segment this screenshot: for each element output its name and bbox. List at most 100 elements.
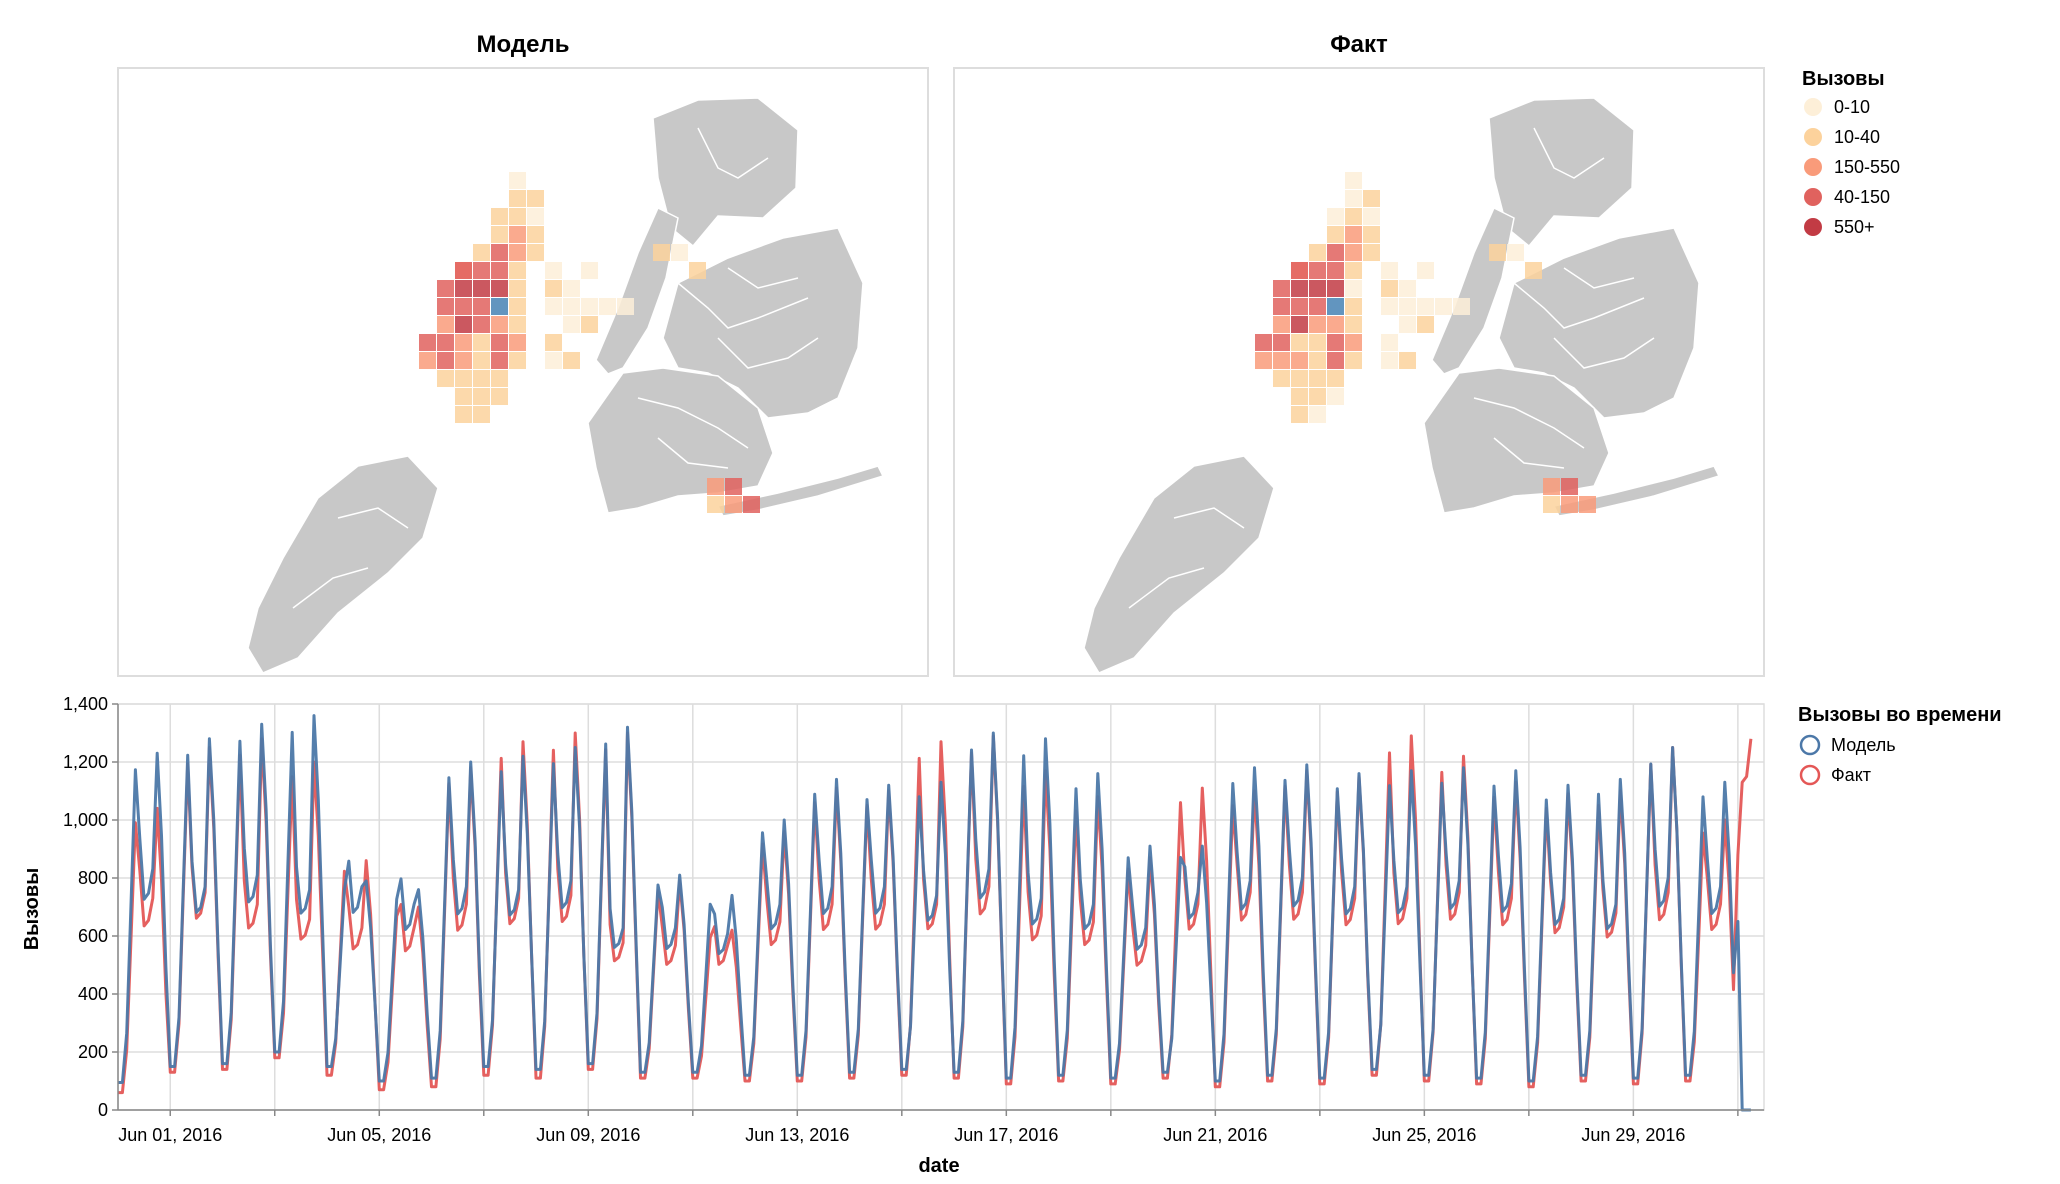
grid-cell[interactable] bbox=[617, 298, 634, 315]
grid-cell[interactable] bbox=[1543, 478, 1560, 495]
grid-cell[interactable] bbox=[491, 208, 508, 225]
grid-cell[interactable] bbox=[1309, 406, 1326, 423]
grid-cell[interactable] bbox=[509, 244, 526, 261]
grid-cell[interactable] bbox=[1417, 298, 1434, 315]
grid-cell[interactable] bbox=[1345, 208, 1362, 225]
grid-cell[interactable] bbox=[509, 352, 526, 369]
grid-cell[interactable] bbox=[473, 334, 490, 351]
grid-cell[interactable] bbox=[455, 370, 472, 387]
grid-cell[interactable] bbox=[545, 352, 562, 369]
grid-cell[interactable] bbox=[581, 262, 598, 279]
grid-cell[interactable] bbox=[509, 208, 526, 225]
grid-cell[interactable] bbox=[1345, 226, 1362, 243]
grid-cell[interactable] bbox=[563, 352, 580, 369]
grid-cell[interactable] bbox=[473, 370, 490, 387]
grid-cell[interactable] bbox=[455, 334, 472, 351]
grid-cell[interactable] bbox=[419, 334, 436, 351]
grid-cell[interactable] bbox=[1381, 262, 1398, 279]
grid-cell[interactable] bbox=[1579, 496, 1596, 513]
grid-cell[interactable] bbox=[1399, 298, 1416, 315]
grid-cell[interactable] bbox=[1291, 280, 1308, 297]
grid-cell[interactable] bbox=[1291, 370, 1308, 387]
grid-cell[interactable] bbox=[509, 172, 526, 189]
grid-cell[interactable] bbox=[473, 298, 490, 315]
grid-cell[interactable] bbox=[1255, 352, 1272, 369]
grid-cell[interactable] bbox=[1273, 298, 1290, 315]
grid-cell[interactable] bbox=[545, 334, 562, 351]
grid-cell[interactable] bbox=[599, 298, 616, 315]
grid-cell[interactable] bbox=[743, 496, 760, 513]
grid-cell[interactable] bbox=[1327, 226, 1344, 243]
grid-cell[interactable] bbox=[1327, 352, 1344, 369]
grid-cell[interactable] bbox=[473, 280, 490, 297]
grid-cell[interactable] bbox=[1273, 316, 1290, 333]
grid-cell[interactable] bbox=[1327, 298, 1344, 315]
grid-cell[interactable] bbox=[1363, 226, 1380, 243]
grid-cell[interactable] bbox=[455, 406, 472, 423]
grid-cell[interactable] bbox=[455, 388, 472, 405]
grid-cell[interactable] bbox=[473, 352, 490, 369]
grid-cell[interactable] bbox=[1309, 244, 1326, 261]
grid-cell[interactable] bbox=[509, 280, 526, 297]
grid-cell[interactable] bbox=[1327, 370, 1344, 387]
grid-cell[interactable] bbox=[1345, 316, 1362, 333]
grid-cell[interactable] bbox=[707, 478, 724, 495]
grid-cell[interactable] bbox=[437, 370, 454, 387]
grid-cell[interactable] bbox=[545, 280, 562, 297]
grid-cell[interactable] bbox=[491, 370, 508, 387]
grid-cell[interactable] bbox=[563, 298, 580, 315]
grid-cell[interactable] bbox=[1345, 172, 1362, 189]
grid-cell[interactable] bbox=[509, 334, 526, 351]
grid-cell[interactable] bbox=[491, 298, 508, 315]
grid-cell[interactable] bbox=[1381, 298, 1398, 315]
grid-cell[interactable] bbox=[473, 406, 490, 423]
grid-cell[interactable] bbox=[473, 316, 490, 333]
grid-cell[interactable] bbox=[1291, 262, 1308, 279]
grid-cell[interactable] bbox=[509, 298, 526, 315]
grid-cell[interactable] bbox=[1345, 352, 1362, 369]
grid-cell[interactable] bbox=[1273, 334, 1290, 351]
grid-cell[interactable] bbox=[455, 298, 472, 315]
grid-cell[interactable] bbox=[1327, 316, 1344, 333]
grid-cell[interactable] bbox=[455, 262, 472, 279]
grid-cell[interactable] bbox=[1561, 496, 1578, 513]
grid-cell[interactable] bbox=[1291, 406, 1308, 423]
grid-cell[interactable] bbox=[1417, 262, 1434, 279]
grid-cell[interactable] bbox=[455, 280, 472, 297]
grid-cell[interactable] bbox=[1345, 244, 1362, 261]
grid-cell[interactable] bbox=[653, 244, 670, 261]
grid-cell[interactable] bbox=[455, 316, 472, 333]
grid-cell[interactable] bbox=[1255, 334, 1272, 351]
grid-cell[interactable] bbox=[1309, 370, 1326, 387]
grid-cell[interactable] bbox=[455, 352, 472, 369]
grid-cell[interactable] bbox=[509, 190, 526, 207]
grid-cell[interactable] bbox=[725, 478, 742, 495]
grid-cell[interactable] bbox=[509, 262, 526, 279]
grid-cell[interactable] bbox=[1381, 334, 1398, 351]
grid-cell[interactable] bbox=[473, 388, 490, 405]
grid-cell[interactable] bbox=[581, 316, 598, 333]
grid-cell[interactable] bbox=[1327, 388, 1344, 405]
grid-cell[interactable] bbox=[527, 208, 544, 225]
grid-cell[interactable] bbox=[1309, 388, 1326, 405]
grid-cell[interactable] bbox=[491, 262, 508, 279]
grid-cell[interactable] bbox=[1327, 244, 1344, 261]
grid-cell[interactable] bbox=[437, 334, 454, 351]
grid-cell[interactable] bbox=[1309, 316, 1326, 333]
grid-cell[interactable] bbox=[419, 352, 436, 369]
grid-cell[interactable] bbox=[563, 280, 580, 297]
grid-cell[interactable] bbox=[1345, 190, 1362, 207]
grid-cell[interactable] bbox=[725, 496, 742, 513]
grid-cell[interactable] bbox=[1345, 262, 1362, 279]
grid-cell[interactable] bbox=[437, 352, 454, 369]
grid-cell[interactable] bbox=[671, 244, 688, 261]
grid-cell[interactable] bbox=[1291, 316, 1308, 333]
grid-cell[interactable] bbox=[491, 226, 508, 243]
grid-cell[interactable] bbox=[491, 388, 508, 405]
grid-cell[interactable] bbox=[1363, 190, 1380, 207]
grid-cell[interactable] bbox=[1291, 334, 1308, 351]
grid-cell[interactable] bbox=[689, 262, 706, 279]
grid-cell[interactable] bbox=[545, 262, 562, 279]
grid-cell[interactable] bbox=[491, 352, 508, 369]
grid-cell[interactable] bbox=[527, 226, 544, 243]
